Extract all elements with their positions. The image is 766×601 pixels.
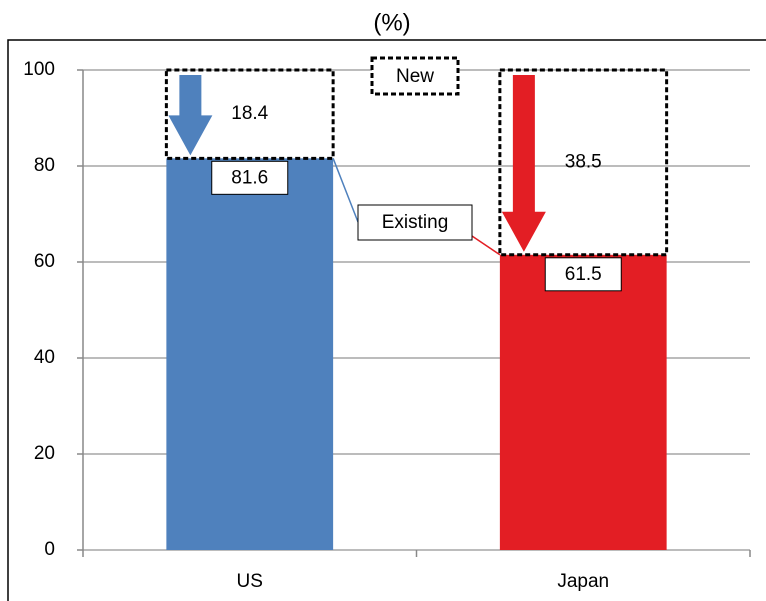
data-label: 38.5 <box>565 151 602 172</box>
y-tick-label: 0 <box>44 539 55 560</box>
bar-new <box>164 68 335 160</box>
arrow <box>501 75 546 252</box>
y-tick-label: 40 <box>34 347 55 368</box>
legend-box <box>357 204 473 241</box>
x-tick-label: US <box>237 571 263 592</box>
legend-label: Existing <box>382 212 449 233</box>
bar-existing <box>166 158 334 550</box>
data-label: 81.6 <box>231 167 268 188</box>
legend-label: New <box>396 66 434 87</box>
connector <box>471 235 501 256</box>
x-tick-label: Japan <box>557 571 609 592</box>
bar-existing <box>499 254 667 551</box>
y-tick-label: 20 <box>34 443 55 464</box>
connector <box>332 158 359 223</box>
data-label: 61.5 <box>565 264 602 285</box>
data-label: 18.4 <box>231 103 268 124</box>
y-tick-label: 60 <box>34 251 55 272</box>
label-box <box>211 160 289 195</box>
legend-box <box>370 56 460 96</box>
label-box <box>544 257 622 292</box>
bar-new <box>498 68 669 257</box>
chart-frame <box>7 39 766 601</box>
chart-subtitle: (%) <box>373 9 410 36</box>
y-tick-label: 100 <box>23 59 55 80</box>
arrow <box>168 75 213 156</box>
y-tick-label: 80 <box>34 155 55 176</box>
